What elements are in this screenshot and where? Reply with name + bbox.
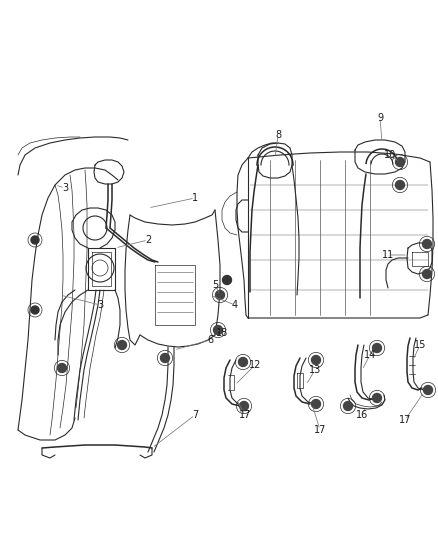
Text: 7: 7 — [192, 410, 198, 420]
Text: 1: 1 — [192, 193, 198, 203]
Circle shape — [213, 326, 223, 335]
Circle shape — [160, 353, 170, 362]
Circle shape — [240, 401, 248, 410]
Circle shape — [343, 401, 353, 410]
Circle shape — [423, 239, 431, 248]
Text: 6: 6 — [207, 335, 213, 345]
Circle shape — [117, 341, 127, 350]
Text: 17: 17 — [239, 410, 251, 420]
Text: 10: 10 — [384, 150, 396, 160]
Circle shape — [57, 364, 67, 373]
Text: 15: 15 — [414, 340, 426, 350]
Text: 4: 4 — [232, 300, 238, 310]
Text: 18: 18 — [216, 328, 228, 338]
Text: 3: 3 — [62, 183, 68, 193]
Circle shape — [424, 385, 432, 394]
Text: 3: 3 — [97, 300, 103, 310]
Text: 17: 17 — [399, 415, 411, 425]
Circle shape — [31, 236, 39, 244]
Text: 17: 17 — [314, 425, 326, 435]
Text: 9: 9 — [377, 113, 383, 123]
Text: 11: 11 — [382, 250, 394, 260]
Text: 5: 5 — [212, 280, 218, 290]
Circle shape — [372, 393, 381, 402]
Circle shape — [215, 290, 225, 300]
Circle shape — [372, 343, 381, 352]
Text: 16: 16 — [356, 410, 368, 420]
Text: 14: 14 — [364, 350, 376, 360]
Text: 2: 2 — [145, 235, 151, 245]
Circle shape — [223, 276, 232, 285]
Circle shape — [311, 356, 321, 365]
Circle shape — [423, 270, 431, 279]
Circle shape — [396, 181, 405, 190]
Circle shape — [239, 358, 247, 367]
Text: 13: 13 — [309, 365, 321, 375]
Text: 12: 12 — [249, 360, 261, 370]
Circle shape — [311, 400, 321, 408]
Circle shape — [31, 306, 39, 314]
Text: 8: 8 — [275, 130, 281, 140]
Circle shape — [396, 157, 405, 166]
